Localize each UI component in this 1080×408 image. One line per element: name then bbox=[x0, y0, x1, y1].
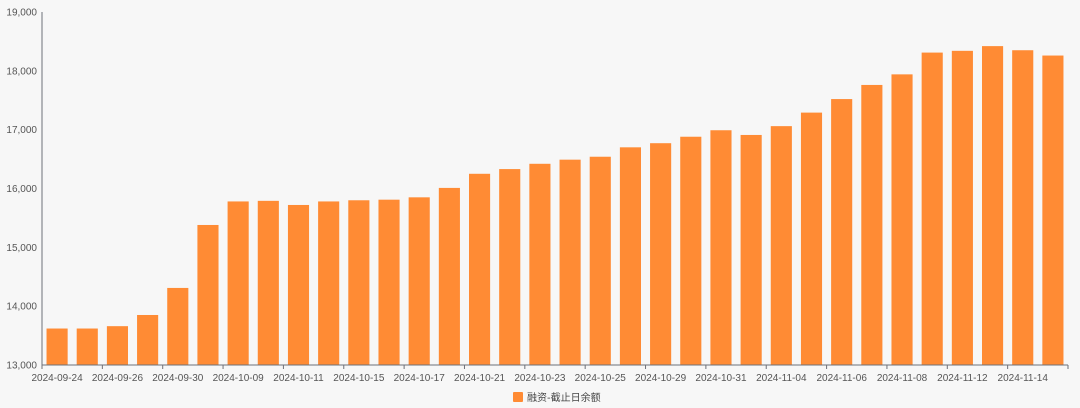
bar[interactable] bbox=[740, 134, 762, 365]
x-tick-label: 2024-11-06 bbox=[816, 373, 867, 384]
bar[interactable] bbox=[378, 199, 400, 365]
x-axis-tick-labels: 2024-09-24 2024-09-26 2024-09-30 2024-10-09… bbox=[32, 373, 1049, 384]
bar[interactable] bbox=[408, 197, 430, 365]
bar[interactable] bbox=[982, 46, 1004, 366]
bar[interactable] bbox=[137, 314, 159, 365]
bar[interactable] bbox=[951, 50, 973, 365]
bar[interactable] bbox=[800, 112, 823, 365]
y-axis-tick-labels: 13,000 14,000 15,000 16,000 17,000 18,000 19,0… bbox=[6, 8, 37, 372]
x-tick-label: 2024-11-04 bbox=[756, 373, 807, 384]
x-axis-ticks bbox=[41, 365, 1069, 369]
bar[interactable] bbox=[167, 287, 189, 365]
bar[interactable] bbox=[469, 173, 491, 365]
x-tick-label: 2024-09-24 bbox=[32, 373, 84, 384]
y-tick-label: 17,000 bbox=[6, 125, 37, 136]
bar[interactable] bbox=[680, 136, 702, 365]
x-tick-label: 2024-09-30 bbox=[152, 373, 204, 384]
bar[interactable] bbox=[619, 147, 641, 365]
bar[interactable] bbox=[287, 204, 310, 365]
x-tick-label: 2024-10-15 bbox=[333, 373, 385, 384]
x-tick-label: 2024-10-11 bbox=[273, 373, 324, 384]
bar[interactable] bbox=[589, 156, 611, 365]
bar[interactable] bbox=[106, 326, 128, 365]
y-tick-label: 18,000 bbox=[6, 66, 37, 77]
x-tick-label: 2024-10-31 bbox=[695, 373, 747, 384]
y-tick-label: 15,000 bbox=[6, 243, 37, 254]
y-tick-label: 13,000 bbox=[6, 361, 37, 372]
x-tick-label: 2024-11-08 bbox=[877, 373, 928, 384]
x-tick-label: 2024-10-29 bbox=[635, 373, 687, 384]
legend[interactable]: 融资-截止日余额 bbox=[513, 391, 601, 404]
bar[interactable] bbox=[76, 328, 98, 365]
bar[interactable] bbox=[559, 159, 581, 365]
bar[interactable] bbox=[1042, 55, 1064, 365]
bar[interactable] bbox=[318, 201, 340, 365]
x-tick-label: 2024-10-09 bbox=[213, 373, 265, 384]
bar[interactable] bbox=[529, 163, 551, 365]
y-tick-label: 14,000 bbox=[6, 302, 37, 313]
bar[interactable] bbox=[831, 99, 853, 365]
bar[interactable] bbox=[891, 74, 913, 366]
bar[interactable] bbox=[438, 187, 460, 365]
bar-series bbox=[46, 46, 1064, 366]
x-tick-label: 2024-09-26 bbox=[92, 373, 144, 384]
bar[interactable] bbox=[1012, 50, 1034, 366]
bar[interactable] bbox=[197, 224, 219, 365]
bar[interactable] bbox=[770, 126, 792, 365]
bar[interactable] bbox=[348, 200, 370, 365]
x-tick-label: 2024-10-21 bbox=[454, 373, 506, 384]
y-tick-label: 19,000 bbox=[6, 8, 37, 19]
legend-swatch[interactable] bbox=[513, 392, 523, 402]
legend-label[interactable]: 融资-截止日余额 bbox=[527, 391, 601, 404]
x-tick-label: 2024-11-14 bbox=[998, 373, 1049, 384]
bar[interactable] bbox=[227, 201, 249, 365]
x-tick-label: 2024-11-12 bbox=[937, 373, 988, 384]
x-tick-label: 2024-10-25 bbox=[575, 373, 627, 384]
bar[interactable] bbox=[46, 328, 68, 365]
bar[interactable] bbox=[861, 84, 883, 365]
bar[interactable] bbox=[921, 52, 943, 366]
bar[interactable] bbox=[257, 200, 279, 365]
bar[interactable] bbox=[499, 169, 521, 365]
bar[interactable] bbox=[710, 130, 732, 365]
x-tick-label: 2024-10-23 bbox=[514, 373, 566, 384]
y-tick-label: 16,000 bbox=[6, 184, 37, 195]
x-tick-label: 2024-10-17 bbox=[394, 373, 446, 384]
bar[interactable] bbox=[650, 143, 672, 365]
